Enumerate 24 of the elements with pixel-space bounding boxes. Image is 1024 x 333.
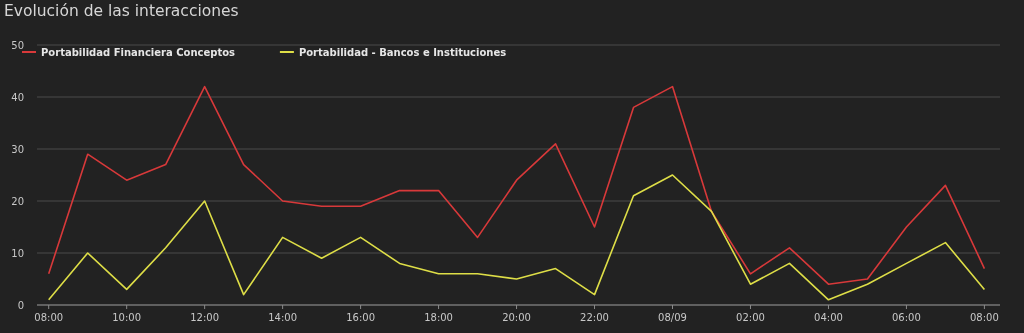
line-series: [47, 174, 986, 301]
x-tick-label: 10:00: [112, 312, 142, 323]
x-tick-label: 04:00: [814, 312, 843, 323]
x-tick-label: 06:00: [892, 312, 921, 323]
x-tick-label: 02:00: [736, 312, 765, 323]
x-tick-label: 08:00: [34, 312, 64, 323]
x-tick-label: 16:00: [346, 312, 376, 323]
x-tick-label: 08/09: [658, 312, 687, 323]
x-tick-label: 12:00: [190, 312, 220, 323]
line-series: [47, 85, 986, 285]
y-tick-label: 20: [11, 195, 24, 207]
legend-label: Portabilidad Financiera Conceptos: [41, 47, 236, 58]
y-tick-label: 40: [11, 91, 24, 103]
y-tick-label: 10: [11, 247, 24, 259]
x-tick-label: 08:00: [969, 312, 999, 323]
legend-label: Portabilidad - Bancos e Instituciones: [298, 47, 507, 58]
chart-title: Evolución de las interacciones: [4, 2, 239, 20]
x-tick-label: 20:00: [502, 312, 531, 323]
x-tick-label: 18:00: [424, 312, 453, 323]
x-tick-label: 22:00: [580, 312, 609, 323]
y-tick-label: 50: [11, 39, 24, 51]
x-tick-label: 14:00: [268, 312, 298, 323]
y-tick-label: 0: [17, 299, 24, 311]
y-tick-label: 30: [11, 143, 24, 155]
